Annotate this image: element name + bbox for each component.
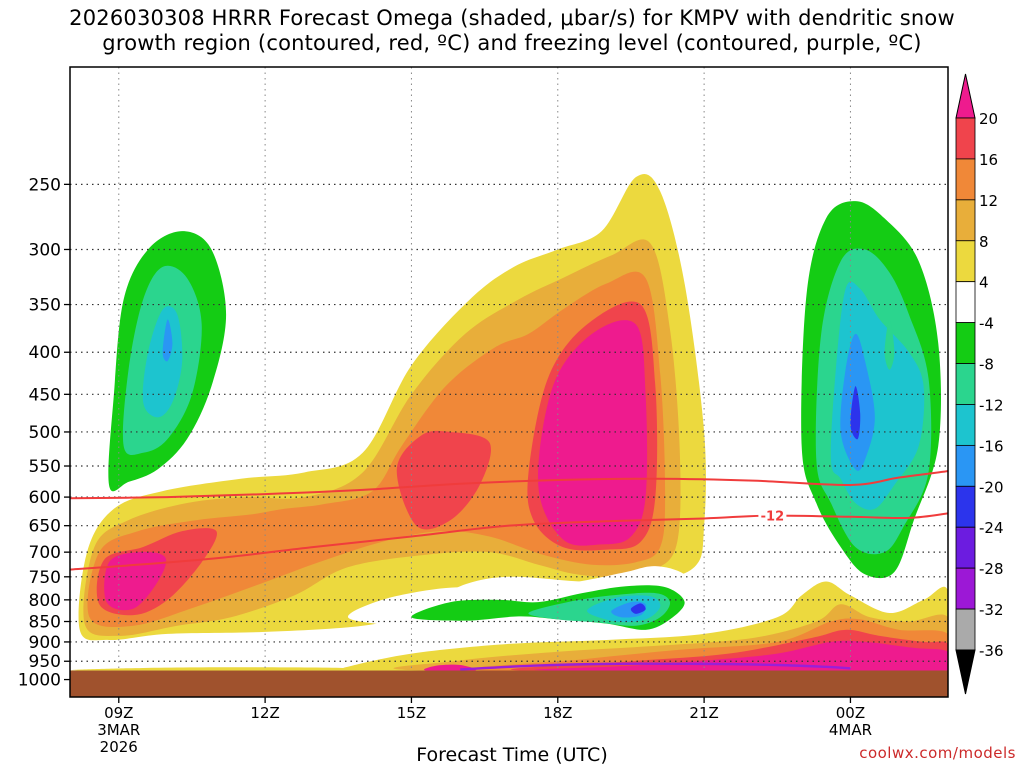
- dgz-label-bg: [758, 507, 787, 523]
- x-axis-label: Forecast Time (UTC): [416, 744, 608, 766]
- omega-area-18: [630, 603, 646, 614]
- colorbar-label-12: 12: [979, 192, 998, 210]
- omega-area-12: [538, 320, 648, 546]
- chart-title-line-2: growth region (contoured, red, ºC) and f…: [102, 31, 922, 55]
- colorbar-label--16: -16: [979, 437, 1004, 455]
- colorbar-bin-7: [955, 404, 976, 446]
- y-tick-label-700: 700: [29, 543, 61, 563]
- colorbar-bin-3: [955, 240, 976, 283]
- y-tick-label-650: 650: [29, 517, 61, 537]
- omega-area-0: [89, 67, 511, 602]
- ground-fill: [70, 670, 948, 697]
- colorbar-bin-12: [955, 608, 976, 651]
- x-tick-sublabel-09Z-0: 3MAR: [97, 721, 140, 739]
- x-tick-label-18Z: 18Z: [543, 704, 572, 722]
- y-tick-label-250: 250: [29, 175, 61, 195]
- y-tick-label-500: 500: [29, 423, 61, 443]
- x-tick-label-09Z: 09Z: [104, 704, 133, 722]
- omega-area-3: [142, 306, 183, 418]
- colorbar-bin-5: [955, 322, 976, 364]
- y-tick-label-800: 800: [29, 591, 61, 611]
- freezing-level-contour: [460, 662, 851, 671]
- omega-area-25: [850, 386, 861, 440]
- colorbar-label--36: -36: [979, 642, 1004, 660]
- x-tick-sublabel-09Z-1: 2026: [100, 738, 138, 756]
- omega-area-7: [87, 271, 666, 628]
- plot-frame: [69, 66, 949, 698]
- chart-title-line-1: 2026030308 HRRR Forecast Omega (shaded, …: [69, 6, 955, 30]
- colorbar-label--32: -32: [979, 601, 1004, 619]
- colorbar-label-20: 20: [979, 110, 998, 128]
- colorbar-label--8: -8: [979, 356, 994, 374]
- colorbar-bin-9: [955, 485, 976, 528]
- colorbar: 20 16 12 8 4 -4 -8 -12 -16 -20 -24 -28 -32 -36: [955, 73, 1004, 695]
- y-axis: 2503003504004505005506006507007508008509…: [18, 175, 70, 691]
- colorbar-label--28: -28: [979, 560, 1004, 578]
- colorbar-bottom-arrow: [955, 649, 976, 695]
- x-tick-label-12Z: 12Z: [250, 704, 279, 722]
- y-tick-label-350: 350: [29, 296, 61, 316]
- colorbar-bin-4: [955, 281, 976, 324]
- y-tick-label-550: 550: [29, 457, 61, 477]
- credit-text: coolwx.com/models: [859, 744, 1016, 762]
- x-tick-label-21Z: 21Z: [689, 704, 718, 722]
- colorbar-bin-1: [955, 158, 976, 201]
- colorbar-bin-11: [955, 567, 976, 610]
- y-tick-label-600: 600: [29, 488, 61, 508]
- grid-lines: [70, 67, 948, 697]
- y-tick-label-450: 450: [29, 385, 61, 405]
- x-tick-sublabel-00Z-0: 4MAR: [829, 721, 872, 739]
- colorbar-label--24: -24: [979, 519, 1004, 537]
- colorbar-label-8: 8: [979, 233, 989, 251]
- y-tick-label-750: 750: [29, 568, 61, 588]
- dgz-contour-0: [70, 470, 948, 500]
- y-tick-label-300: 300: [29, 240, 61, 260]
- omega-area-4: [162, 319, 173, 362]
- colorbar-bin-8: [955, 444, 976, 487]
- omega-area-32: [70, 667, 368, 671]
- x-tick-label-00Z: 00Z: [836, 704, 865, 722]
- omega-filled-areas: [70, 67, 948, 677]
- omega-area-23: [884, 319, 895, 370]
- dgz-contour-1: [70, 512, 948, 571]
- colorbar-bin-6: [955, 363, 976, 405]
- plot-area: -12: [70, 67, 948, 697]
- y-tick-label-400: 400: [29, 343, 61, 363]
- y-tick-label-850: 850: [29, 613, 61, 633]
- colorbar-label-4: 4: [979, 274, 989, 292]
- colorbar-bin-10: [955, 526, 976, 569]
- x-tick-label-15Z: 15Z: [397, 704, 426, 722]
- dgz-contour-label: -12: [761, 510, 785, 525]
- colorbar-label--4: -4: [979, 315, 994, 333]
- y-tick-label-950: 950: [29, 652, 61, 672]
- omega-area-30: [534, 640, 948, 673]
- colorbar-label--20: -20: [979, 478, 1004, 496]
- colorbar-top-arrow: [955, 73, 976, 119]
- omega-area-9: [396, 430, 491, 530]
- colorbar-bin-0: [955, 117, 976, 160]
- colorbar-label-16: 16: [979, 151, 998, 169]
- colorbar-bin-2: [955, 199, 976, 242]
- y-tick-label-900: 900: [29, 633, 61, 653]
- y-tick-label-1000: 1000: [18, 671, 61, 691]
- colorbar-label--12: -12: [979, 396, 1004, 414]
